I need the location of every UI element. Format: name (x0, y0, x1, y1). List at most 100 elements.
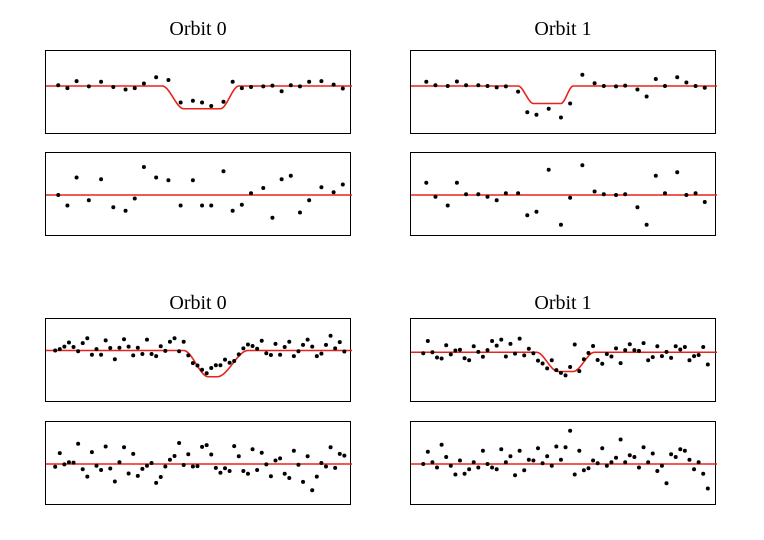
data-point (85, 474, 90, 479)
data-point (653, 77, 658, 81)
data-point (444, 455, 449, 459)
data-point (572, 472, 577, 477)
data-point (213, 363, 218, 368)
data-point (526, 346, 531, 351)
plot-bottom-left-residuals (45, 421, 352, 505)
panel-title-bottom-left: Orbit 0 (169, 292, 227, 314)
data-point (558, 222, 563, 227)
data-point (126, 471, 131, 476)
data-point (433, 194, 438, 199)
data-point (190, 98, 195, 103)
data-point (702, 200, 707, 204)
data-point (236, 352, 241, 357)
data-point (424, 180, 429, 185)
data-point (241, 469, 246, 473)
data-point (655, 469, 660, 473)
data-point (430, 350, 435, 355)
data-point (580, 72, 585, 77)
plot-area (46, 165, 352, 220)
data-point (239, 86, 244, 91)
data-point (333, 465, 338, 470)
data-point (601, 84, 606, 88)
data-point (595, 357, 600, 362)
data-point (636, 348, 641, 353)
data-point (485, 462, 490, 466)
data-point (103, 444, 108, 449)
data-point (190, 361, 195, 366)
data-point (264, 351, 269, 356)
data-point (177, 441, 182, 445)
data-point (209, 366, 214, 370)
data-point (669, 452, 674, 457)
data-point (425, 339, 430, 344)
data-point (471, 460, 476, 465)
data-point (592, 189, 597, 194)
data-point (270, 83, 275, 88)
data-point (591, 343, 596, 348)
data-point (545, 366, 550, 371)
data-point (696, 353, 701, 358)
data-point (236, 454, 241, 459)
data-point (424, 79, 429, 84)
data-point (99, 177, 104, 182)
data-point (177, 349, 182, 354)
data-point (74, 79, 79, 84)
data-point (586, 466, 591, 471)
data-point (195, 363, 200, 368)
data-point (103, 338, 108, 343)
data-point (546, 167, 551, 172)
data-point (525, 213, 530, 218)
data-point (644, 222, 649, 227)
data-point (614, 346, 619, 351)
data-point (331, 190, 336, 195)
data-point (132, 86, 137, 91)
data-point (522, 468, 527, 473)
data-point (448, 463, 453, 468)
data-point (221, 169, 226, 174)
data-point (650, 355, 655, 360)
data-point (627, 342, 632, 347)
data-point (131, 451, 136, 456)
data-point (85, 336, 90, 341)
data-point (218, 470, 223, 475)
data-point (65, 86, 70, 91)
data-point (462, 471, 467, 476)
data-point (296, 349, 301, 354)
data-point (618, 361, 623, 366)
data-point (132, 196, 137, 201)
data-point (453, 348, 458, 353)
data-point (526, 457, 531, 462)
data-point (80, 467, 85, 472)
data-point (430, 460, 435, 465)
data-point (632, 455, 637, 459)
data-point (323, 464, 328, 469)
data-point (485, 194, 490, 199)
data-point (480, 448, 485, 453)
data-point (662, 191, 667, 196)
data-point (57, 451, 62, 456)
data-point (66, 460, 71, 465)
data-point (476, 465, 481, 470)
data-point (204, 443, 209, 448)
data-point (558, 370, 563, 375)
data-point (435, 465, 440, 470)
data-point (319, 351, 324, 356)
data-point (261, 84, 266, 89)
data-point (112, 357, 117, 362)
data-point (62, 462, 67, 467)
data-point (86, 84, 91, 89)
data-point (71, 460, 76, 465)
data-point (581, 357, 586, 362)
data-point (163, 348, 168, 353)
data-point (99, 467, 104, 472)
data-point (534, 112, 539, 117)
data-point (140, 466, 145, 471)
data-point (62, 344, 67, 349)
data-point (305, 337, 310, 342)
data-point (99, 352, 104, 357)
data-point (112, 479, 117, 484)
data-point (123, 87, 128, 92)
data-point (476, 192, 481, 197)
data-point (190, 464, 195, 469)
data-point (577, 448, 582, 453)
